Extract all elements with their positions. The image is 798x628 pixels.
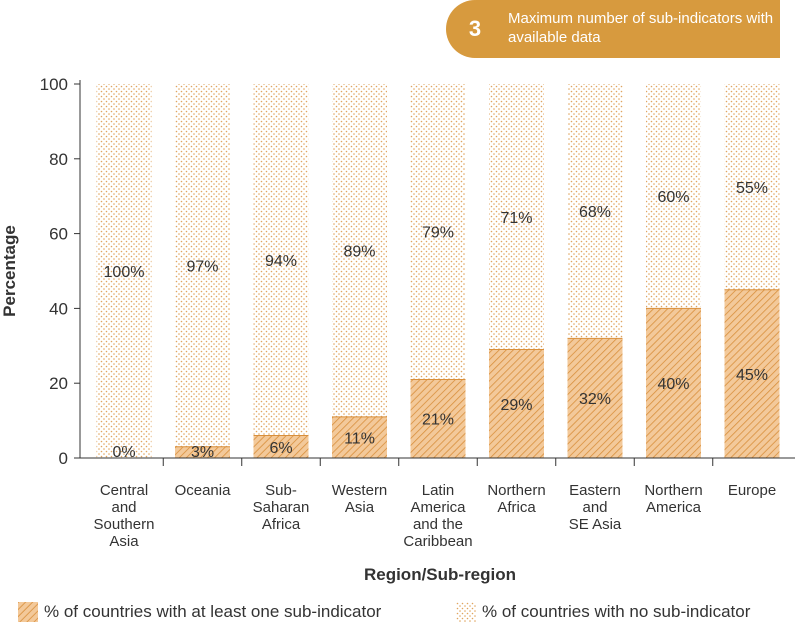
data-label-no-sub-indicator: 94% <box>265 253 297 270</box>
x-category-label: Northern <box>487 482 545 499</box>
y-tick-label: 60 <box>49 225 68 244</box>
bar-no-sub-indicator <box>489 84 544 350</box>
data-label-no-sub-indicator: 55% <box>736 180 768 197</box>
x-category-label: and <box>582 499 607 516</box>
x-category-label: Eastern <box>569 482 621 499</box>
x-category-label: Saharan <box>253 499 310 516</box>
x-category-label: Northern <box>644 482 702 499</box>
x-category-label: America <box>646 499 702 516</box>
y-axis-title: Percentage <box>0 225 19 317</box>
x-category-label: Oceania <box>175 482 232 499</box>
bar-no-sub-indicator <box>410 84 466 380</box>
x-category-label: Africa <box>497 499 536 516</box>
x-category-label: Latin <box>422 482 455 499</box>
data-label-no-sub-indicator: 79% <box>422 225 454 242</box>
data-label-with-sub-indicator: 11% <box>344 430 375 447</box>
bar-with-sub-indicator <box>567 338 623 458</box>
bar-with-sub-indicator <box>253 435 309 458</box>
bar-no-sub-indicator <box>567 84 623 339</box>
x-category-label: SE Asia <box>569 516 622 533</box>
x-category-label: Africa <box>262 516 301 533</box>
data-label-no-sub-indicator: 60% <box>657 189 689 206</box>
bar-no-sub-indicator <box>175 84 230 447</box>
legend-swatch-dotted <box>456 602 476 622</box>
x-category-label: Caribbean <box>403 533 472 550</box>
x-category-label: Southern <box>94 516 155 533</box>
legend-swatch-hatched <box>18 602 38 622</box>
x-category-label: and <box>111 499 136 516</box>
bar-no-sub-indicator <box>253 84 309 436</box>
bar-with-sub-indicator <box>175 446 230 458</box>
y-tick-label: 20 <box>49 374 68 393</box>
y-tick-label: 40 <box>49 299 68 318</box>
bar-no-sub-indicator <box>96 84 152 458</box>
bar-with-sub-indicator <box>489 349 544 458</box>
data-label-no-sub-indicator: 68% <box>579 204 611 221</box>
x-category-label: and the <box>413 516 463 533</box>
indicator-badge: 3 Maximum number of sub-indicators with … <box>446 0 780 58</box>
badge-number: 3 <box>468 16 482 41</box>
bars-layer <box>96 84 780 458</box>
bar-with-sub-indicator <box>646 308 701 458</box>
data-label-no-sub-indicator: 100% <box>104 264 145 281</box>
data-label-no-sub-indicator: 97% <box>186 258 218 275</box>
y-tick-label: 80 <box>49 150 68 169</box>
data-label-with-sub-indicator: 6% <box>269 440 292 457</box>
legend-label: % of countries with no sub-indicator <box>482 602 751 621</box>
x-category-label: Sub- <box>265 482 297 499</box>
data-label-no-sub-indicator: 71% <box>500 210 532 227</box>
x-category-label: Central <box>100 482 148 499</box>
x-axis-title: Region/Sub-region <box>364 565 516 584</box>
axes-layer: 0 20 40 60 80 100 Percentage Region/Sub-region <box>0 75 795 584</box>
data-label-with-sub-indicator: 21% <box>422 412 454 429</box>
x-category-label: Asia <box>345 499 375 516</box>
data-label-with-sub-indicator: 32% <box>579 391 611 408</box>
data-label-with-sub-indicator: 0% <box>112 444 135 461</box>
labels-layer: 0%100%CentralandSouthernAsia3%97%Oceania… <box>94 180 777 550</box>
badge-circle: 3 <box>446 0 504 58</box>
x-category-label: America <box>410 499 466 516</box>
bar-no-sub-indicator <box>646 84 701 309</box>
bar-with-sub-indicator <box>332 416 387 458</box>
y-tick-label: 0 <box>59 449 68 468</box>
x-category-label: Europe <box>728 482 776 499</box>
data-label-with-sub-indicator: 40% <box>657 376 689 393</box>
x-category-label: Asia <box>109 533 139 550</box>
bar-with-sub-indicator <box>410 379 466 458</box>
x-category-label: Western <box>332 482 388 499</box>
data-label-with-sub-indicator: 3% <box>191 444 214 461</box>
badge-bar <box>476 0 780 58</box>
data-label-with-sub-indicator: 29% <box>500 397 532 414</box>
y-tick-label: 100 <box>40 75 68 94</box>
data-label-with-sub-indicator: 45% <box>736 367 768 384</box>
bar-no-sub-indicator <box>332 84 387 417</box>
legend-label: % of countries with at least one sub-ind… <box>44 602 382 621</box>
bar-with-sub-indicator <box>724 289 780 458</box>
badge-text: Maximum number of sub-indicators with av… <box>508 10 774 46</box>
bar-no-sub-indicator <box>724 84 780 290</box>
data-label-no-sub-indicator: 89% <box>343 243 375 260</box>
